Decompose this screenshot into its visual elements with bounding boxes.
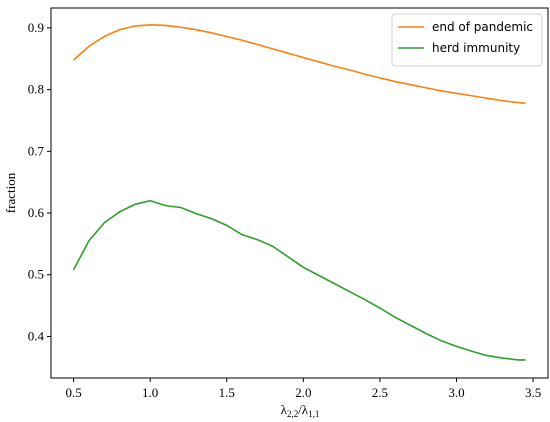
x-tick-label: 1.5 <box>219 385 235 400</box>
legend-box <box>391 13 543 67</box>
y-axis-label: fraction <box>3 172 18 213</box>
y-tick-label: 0.6 <box>28 205 45 220</box>
x-tick-label: 0.5 <box>65 385 81 400</box>
series-line <box>73 23 526 104</box>
x-tick-label: 3.0 <box>448 385 464 400</box>
x-axis-label: λ2,2/λ1,1 <box>281 402 320 419</box>
y-tick-label: 0.4 <box>28 328 45 343</box>
y-tick-label: 0.7 <box>28 143 45 158</box>
x-tick-label: 2.0 <box>295 385 311 400</box>
legend-label: end of pandemic <box>432 20 533 34</box>
series-line <box>72 199 526 361</box>
x-label-part: /λ <box>298 402 309 417</box>
x-label-part: 2,2 <box>287 409 298 419</box>
x-tick-label: 2.5 <box>372 385 388 400</box>
plot-frame <box>50 7 549 379</box>
y-tick-label: 0.8 <box>28 82 44 97</box>
x-label-part: 1,1 <box>308 409 319 419</box>
x-label-part: λ <box>281 402 288 417</box>
y-tick-label: 0.9 <box>28 20 44 35</box>
x-tick-label: 1.0 <box>142 385 158 400</box>
legend-label: herd immunity <box>432 41 520 55</box>
y-tick-label: 0.5 <box>28 267 44 282</box>
x-tick-label: 3.5 <box>525 385 541 400</box>
